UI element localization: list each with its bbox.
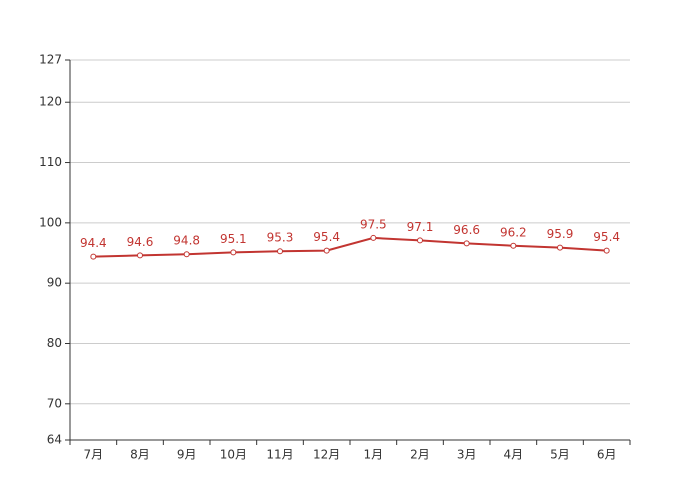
data-label: 95.4	[313, 230, 340, 244]
point	[510, 242, 517, 249]
x-tick-label: 6月	[597, 448, 617, 462]
x-tick-label: 12月	[313, 448, 340, 462]
data-label: 94.8	[173, 234, 200, 248]
data-label: 95.3	[267, 231, 294, 245]
point	[137, 252, 143, 259]
point	[463, 240, 470, 247]
y-tick-label: 110	[39, 155, 62, 169]
x-tick-label: 1月	[364, 448, 384, 462]
point	[370, 234, 377, 241]
point	[90, 253, 97, 260]
data-label: 97.5	[360, 217, 387, 231]
point	[557, 244, 563, 251]
line	[93, 236, 607, 258]
x-tick-label: 5月	[550, 448, 570, 462]
y-tick-label: 70	[47, 396, 62, 410]
y-tick-label: 120	[39, 95, 62, 109]
point	[603, 247, 610, 254]
x-tick-label: 4月	[504, 448, 524, 462]
data-label: 94.4	[80, 236, 107, 250]
point	[183, 251, 190, 258]
data-label: 96.2	[500, 225, 527, 239]
y-tick-label: 100	[39, 215, 62, 229]
data-label: 95.1	[220, 232, 247, 246]
point	[230, 249, 237, 256]
y-tick-label: 127	[39, 53, 62, 67]
x-tick-label: 9月	[177, 448, 197, 462]
point	[323, 247, 330, 254]
x-tick-label: 3月	[457, 448, 477, 462]
data-label: 97.1	[407, 220, 434, 234]
data-label: 94.6	[127, 235, 154, 249]
y-tick-label: 80	[47, 336, 62, 350]
data-label: 95.9	[547, 227, 574, 241]
x-tick-label: 11月	[266, 448, 293, 462]
x-tick-label: 7月	[84, 448, 104, 462]
data-label: 95.4	[593, 230, 620, 244]
point	[277, 248, 283, 255]
y-tick-label: 90	[47, 276, 62, 290]
x-tick-label: 10月	[220, 448, 247, 462]
x-tick-label: 2月	[410, 448, 430, 462]
data-label: 96.6	[453, 223, 480, 237]
y-tick-label: 64	[47, 433, 62, 447]
x-tick-label: 8月	[130, 448, 150, 462]
point	[417, 237, 423, 244]
